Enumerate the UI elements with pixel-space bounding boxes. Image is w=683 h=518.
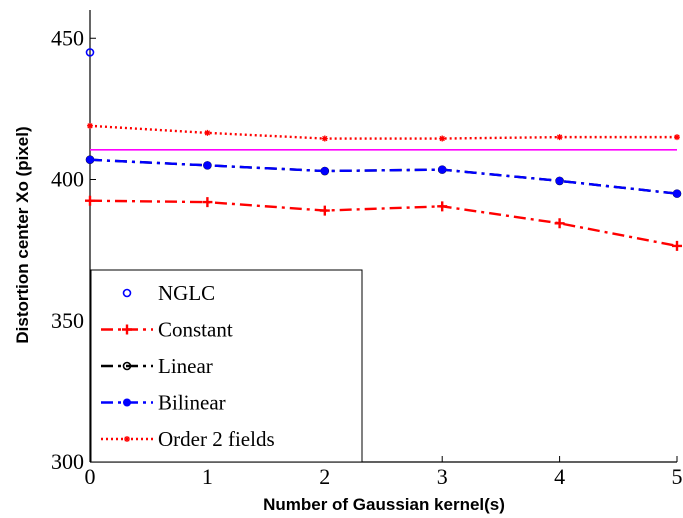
legend-label: NGLC [158,281,215,305]
series-1 [85,195,682,251]
data-point [319,205,330,216]
series-line-2 [89,158,678,195]
series-line-3 [89,158,678,195]
x-tick-label: 2 [319,464,330,489]
data-point [87,122,93,129]
series-group [85,48,682,251]
data-point [321,135,328,142]
x-tick-label: 4 [554,464,565,489]
x-tick-label: 5 [672,464,683,489]
legend-entry-2: Linear [101,354,213,378]
series-0 [85,48,95,57]
legend-label: Order 2 fields [158,427,275,451]
data-point [439,135,446,142]
x-tick-label: 0 [85,464,96,489]
data-point [85,48,95,57]
data-point [204,129,211,136]
x-axis-title: Number of Gaussian kernel(s) [263,495,505,514]
legend-swatch-marker [122,324,132,335]
legend-label: Bilinear [158,391,226,415]
x-tick-label: 3 [437,464,448,489]
data-point [673,189,681,198]
data-point [554,218,565,229]
data-point [556,134,563,141]
data-point [202,197,213,208]
legend-swatch-marker [122,361,132,371]
legend-entry-4: Order 2 fields [101,427,275,451]
series-line-1 [89,199,678,248]
legend-swatch-marker [122,288,132,298]
data-point [672,240,682,251]
y-tick-label: 400 [51,167,84,192]
legend-swatch-marker [124,436,130,442]
data-point [203,161,212,170]
data-point [85,195,95,206]
x-tick-label: 1 [202,464,213,489]
data-point [86,155,94,164]
legend: NGLC Constant Linear Bilinear Order 2 fields [90,269,363,463]
legend-entry-0: NGLC [122,281,215,305]
legend-label: Constant [158,318,233,342]
series-3 [86,155,681,198]
y-tick-label: 300 [51,449,84,474]
data-point [437,201,448,212]
axes: 0 1 2 3 4 5 300 350 400 450 [51,10,683,489]
legend-label: Linear [158,354,213,378]
series-2 [85,155,682,198]
data-point [320,167,329,176]
y-tick-label: 450 [51,25,84,50]
y-axis-title: Distortion center Xo (pixel) [13,126,32,343]
legend-entry-1: Constant [101,318,233,342]
data-point [438,165,447,174]
data-point [674,134,680,141]
legend-swatch-marker [123,398,131,407]
y-tick-label: 350 [51,308,84,333]
series-4 [87,122,680,142]
legend-entry-3: Bilinear [101,391,226,415]
series-line-4 [89,124,677,140]
data-point [555,176,564,185]
